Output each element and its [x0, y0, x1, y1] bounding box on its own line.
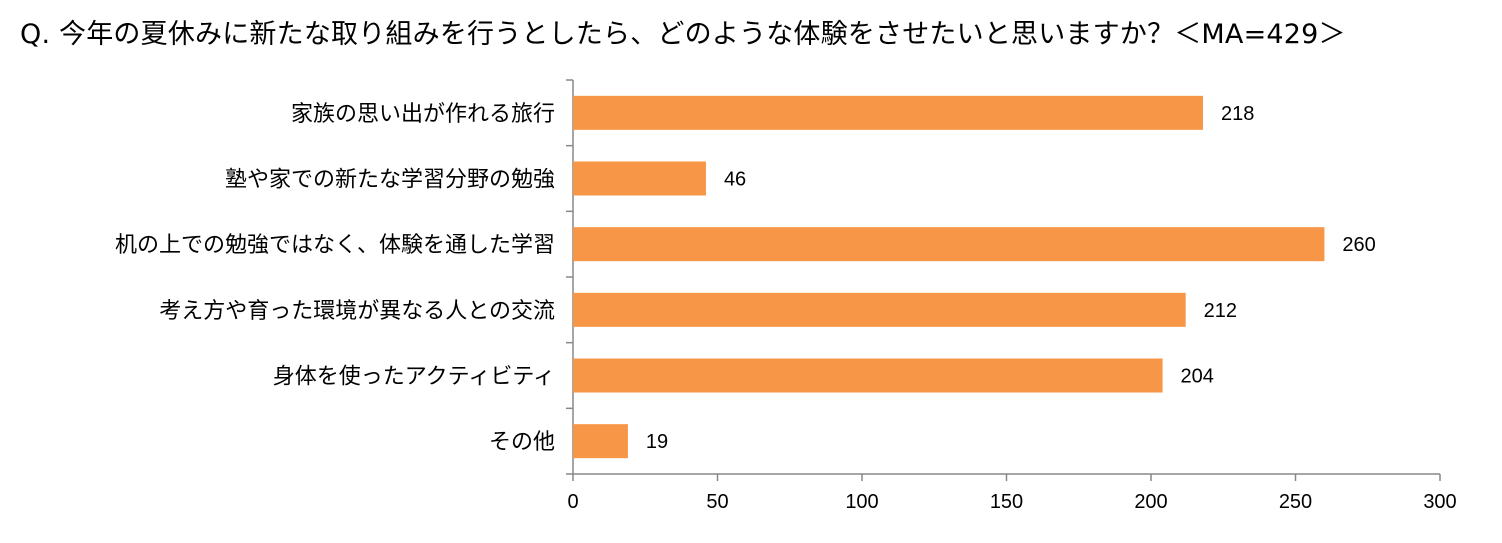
chart-title: Q. 今年の夏休みに新たな取り組みを行うとしたら、どのような体験をさせたいと思い… — [20, 19, 1346, 50]
x-axis-tick-label: 150 — [990, 491, 1023, 513]
data-label: 46 — [724, 169, 746, 191]
x-axis-tick-label: 100 — [845, 491, 878, 513]
x-axis-tick-label: 200 — [1134, 491, 1167, 513]
x-axis-tick-label: 0 — [567, 491, 578, 513]
bar — [573, 95, 1204, 130]
data-label: 260 — [1342, 234, 1375, 256]
bar — [573, 358, 1163, 393]
category-label: 身体を使ったアクティビティ — [273, 365, 555, 390]
bar — [573, 161, 706, 196]
bar — [573, 292, 1186, 327]
bar — [573, 424, 628, 459]
data-label: 218 — [1221, 103, 1254, 125]
data-label: 212 — [1204, 300, 1237, 322]
category-label: 机の上での勉強ではなく、体験を通した学習 — [115, 233, 555, 258]
category-label: 塾や家での新たな学習分野の勉強 — [225, 168, 555, 193]
x-axis-tick-label: 50 — [706, 491, 728, 513]
data-label: 204 — [1181, 366, 1214, 388]
data-label: 19 — [646, 431, 668, 453]
category-label: 家族の思い出が作れる旅行 — [291, 102, 555, 127]
category-label: 考え方や育った環境が異なる人との交流 — [159, 299, 555, 324]
x-axis-tick-label: 300 — [1423, 491, 1456, 513]
x-axis-tick-label: 250 — [1279, 491, 1312, 513]
category-label: その他 — [489, 430, 555, 455]
bar — [573, 227, 1325, 262]
